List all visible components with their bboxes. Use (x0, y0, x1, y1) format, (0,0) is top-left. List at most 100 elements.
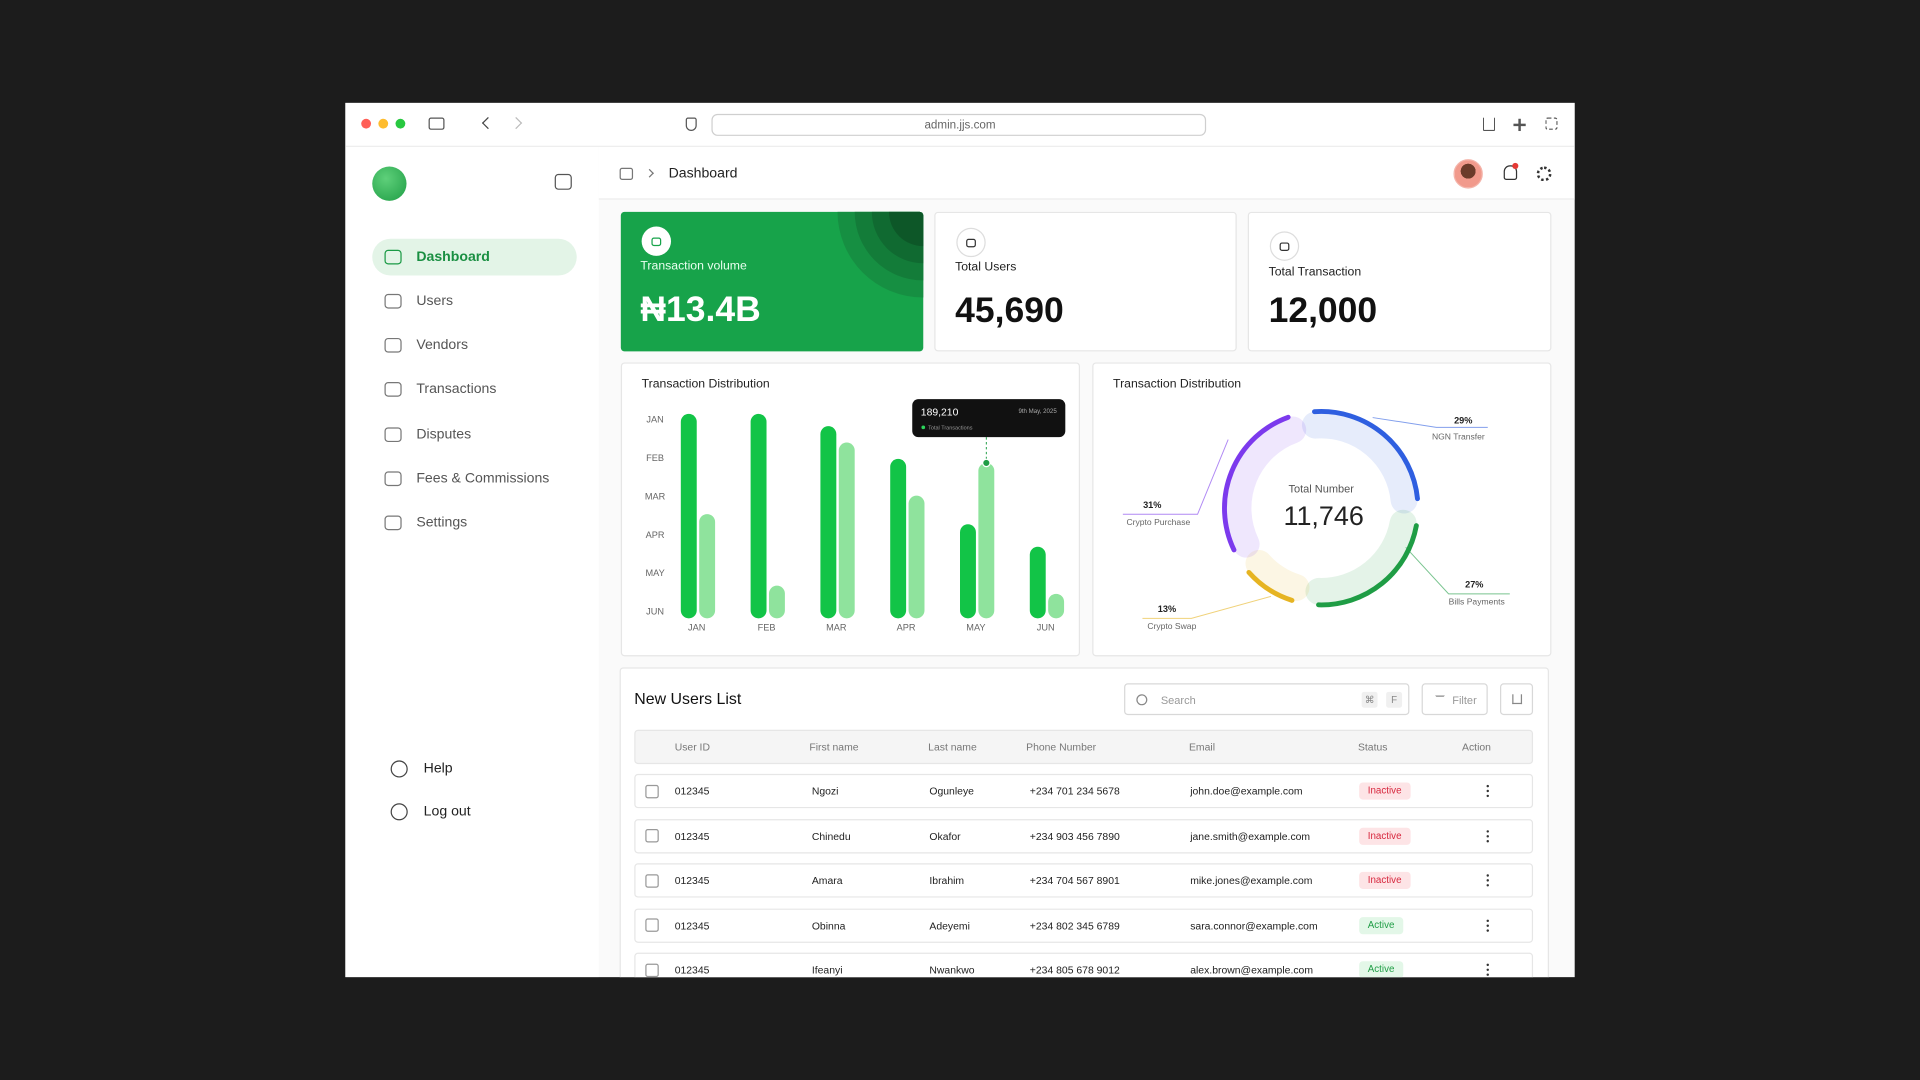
window-control[interactable] (361, 118, 372, 129)
donut-segment (1246, 569, 1295, 603)
tooltip-legend-dot (921, 425, 926, 430)
stat-card: Transaction volume ₦13.4B (620, 211, 924, 352)
window-control[interactable] (378, 118, 389, 129)
action-dot (1486, 829, 1489, 833)
nav-icon (384, 515, 402, 531)
row-checkbox[interactable] (645, 918, 659, 932)
download-button[interactable] (1500, 683, 1534, 716)
bar (1048, 593, 1065, 619)
nav-active-bg (372, 238, 577, 276)
leader-line (1372, 417, 1488, 428)
search-icon (1136, 694, 1148, 706)
bar (750, 413, 767, 619)
row-action[interactable] (1484, 961, 1491, 977)
table-header (634, 729, 1534, 765)
footer-link[interactable]: Help (423, 761, 453, 777)
table-cell: 012345 (674, 918, 710, 932)
sidebar-toggle-icon[interactable] (428, 117, 445, 130)
table-cell: +234 903 456 7890 (1029, 829, 1120, 842)
table-cell: +234 805 678 9012 (1029, 963, 1120, 976)
window-control[interactable] (395, 118, 406, 129)
bar (768, 585, 785, 619)
row-checkbox[interactable] (645, 963, 659, 977)
avatar[interactable] (1453, 159, 1483, 189)
stat-icon-glyph (966, 238, 976, 247)
y-tick-label: APR (646, 530, 665, 540)
donut-chart: Transaction Distribution 29% NGN Transfer 2… (1113, 377, 1510, 631)
bar (820, 426, 837, 619)
home-icon (619, 167, 634, 180)
donut-segment-band (1305, 509, 1417, 605)
nav-icon (384, 471, 402, 487)
column-header: First name (809, 740, 859, 754)
action-dot (1486, 923, 1489, 927)
status-badge: Inactive (1359, 782, 1411, 800)
action-dot (1486, 918, 1489, 922)
nav-item[interactable]: Fees & Commissions (416, 471, 550, 487)
filter-button[interactable]: Filter (1421, 683, 1488, 716)
action-dot (1486, 928, 1489, 932)
tooltip (912, 399, 1066, 438)
nav-item[interactable]: Disputes (416, 427, 472, 443)
bar (960, 524, 976, 619)
status-badge: Inactive (1359, 871, 1411, 889)
stat-label: Total Users (955, 260, 1017, 275)
table-cell: +234 802 345 6789 (1029, 918, 1120, 932)
column-header: Action (1462, 740, 1491, 754)
chart-title: Transaction Distribution (1113, 377, 1241, 391)
segment-value-label: 13% (1158, 604, 1176, 614)
table-cell: +234 704 567 8901 (1029, 874, 1120, 887)
search-placeholder: Search (1160, 694, 1196, 707)
status-badge: Inactive (1359, 827, 1411, 845)
column-header: Last name (928, 740, 977, 754)
donut-segment (1312, 408, 1420, 502)
search-box[interactable]: Search ⌘ F (1124, 683, 1410, 716)
nav-item[interactable]: Settings (416, 515, 468, 531)
footer-link[interactable]: Log out (423, 804, 471, 820)
row-action[interactable] (1484, 827, 1491, 844)
chart-card: Transaction Distribution JAN FEB MAR APR MAY J… (620, 362, 1080, 657)
address-bar[interactable]: admin.jjs.com (711, 113, 1207, 136)
action-dot (1486, 884, 1489, 887)
nav-item[interactable]: Users (416, 293, 454, 309)
segment-label: NGN Transfer (1432, 431, 1485, 441)
table-cell: +234 701 234 5678 (1029, 784, 1120, 798)
nav-item[interactable]: Transactions (416, 382, 497, 397)
shield-icon (685, 117, 697, 132)
filter-icon (1435, 695, 1445, 705)
sidebar (345, 146, 599, 978)
notification-icon[interactable] (1503, 165, 1518, 180)
top-bar (598, 146, 1575, 200)
table-cell: 012345 (674, 963, 710, 976)
row-checkbox[interactable] (645, 828, 659, 843)
action-dot (1486, 968, 1489, 972)
segment-value-label: 31% (1143, 500, 1161, 510)
nav-item[interactable]: Dashboard (416, 249, 490, 265)
row-action[interactable] (1484, 872, 1491, 889)
tabs-icon[interactable] (1545, 117, 1558, 130)
row-checkbox[interactable] (645, 784, 659, 798)
nav-item[interactable]: Vendors (416, 337, 469, 353)
table-cell: mike.jones@example.com (1190, 874, 1313, 887)
notification-dot (1512, 162, 1519, 169)
collapse-button[interactable] (554, 173, 572, 190)
settings-icon[interactable] (1536, 166, 1552, 182)
x-tick-label: FEB (758, 623, 776, 633)
bar (699, 514, 716, 619)
share-icon[interactable] (1482, 117, 1496, 132)
row-action[interactable] (1484, 917, 1491, 934)
y-tick-label: MAY (646, 568, 665, 578)
y-tick-label: MAR (645, 491, 666, 501)
table-cell: Adeyemi (929, 918, 970, 932)
row-action[interactable] (1484, 782, 1491, 799)
row-checkbox[interactable] (645, 873, 659, 888)
column-header: Email (1188, 740, 1216, 754)
table-cell: Chinedu (811, 829, 851, 842)
table-cell: john.doe@example.com (1190, 784, 1303, 798)
table-title: New Users List (634, 689, 742, 708)
shortcut-key: ⌘ (1361, 691, 1378, 708)
breadcrumb: Dashboard (668, 166, 738, 182)
bar (838, 442, 855, 619)
footer-icon (390, 760, 408, 778)
